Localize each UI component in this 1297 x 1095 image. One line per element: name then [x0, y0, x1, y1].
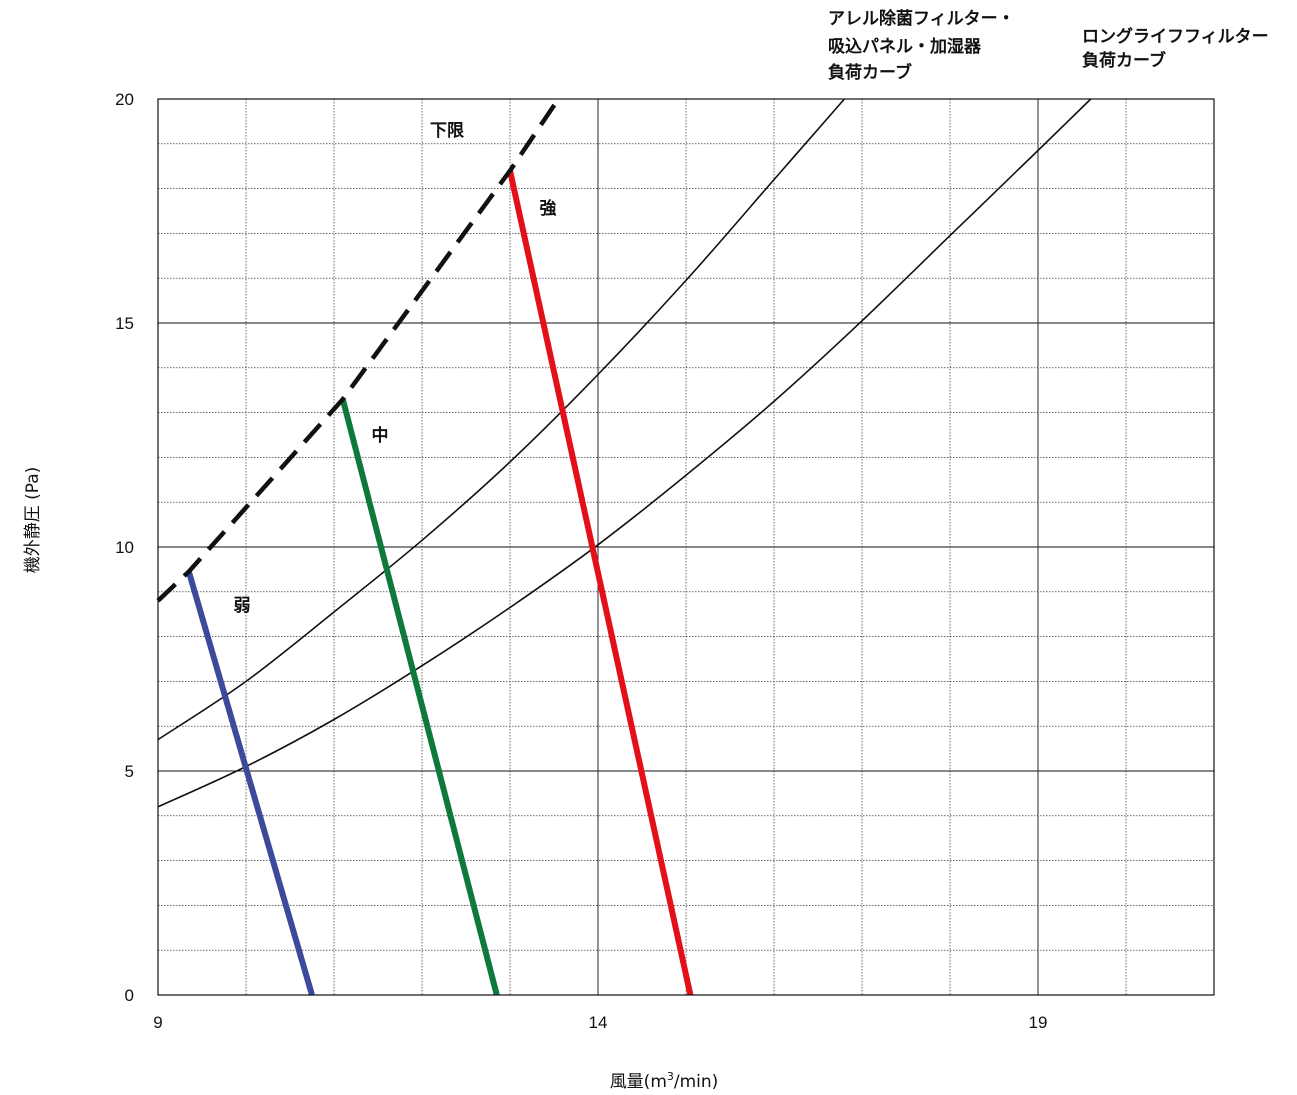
y-axis-title: 機外静圧 (Pa): [23, 467, 43, 574]
grid: [158, 99, 1214, 995]
series-line-lower-limit: [158, 99, 558, 601]
load-curve-labels: アレル除菌フィルター・ 吸込パネル・加湿器 負荷カーブ ロングライフフィルター …: [828, 8, 1275, 83]
load-curve-label-allergy-filter: アレル除菌フィルター・ 吸込パネル・加湿器 負荷カーブ: [828, 8, 1021, 83]
series-line-strong: [510, 171, 690, 995]
y-tick-label: 10: [115, 538, 134, 557]
series-label-strong: 強: [540, 198, 557, 219]
x-tick-label: 14: [589, 1013, 608, 1032]
x-tick-label: 9: [153, 1013, 162, 1032]
y-tick-label: 15: [115, 314, 134, 333]
load-curve-label-longlife-filter: ロングライフフィルター 負荷カーブ: [1082, 26, 1275, 71]
tick-labels: 9 14 19 0 5 10 15 20: [115, 90, 1047, 1032]
series-labels: 弱 中 強 下限: [234, 121, 557, 616]
x-axis-title: 風量(m3/min): [610, 1070, 719, 1092]
series-label-weak: 弱: [234, 596, 251, 616]
series-label-lower-limit: 下限: [430, 121, 464, 141]
series-label-medium: 中: [372, 425, 389, 446]
y-tick-label: 0: [125, 986, 134, 1005]
x-tick-label: 19: [1029, 1013, 1048, 1032]
y-tick-label: 20: [115, 90, 134, 109]
y-tick-label: 5: [125, 762, 134, 781]
series-line-weak: [189, 572, 312, 995]
load-curve-allergy-filter: [158, 99, 844, 740]
